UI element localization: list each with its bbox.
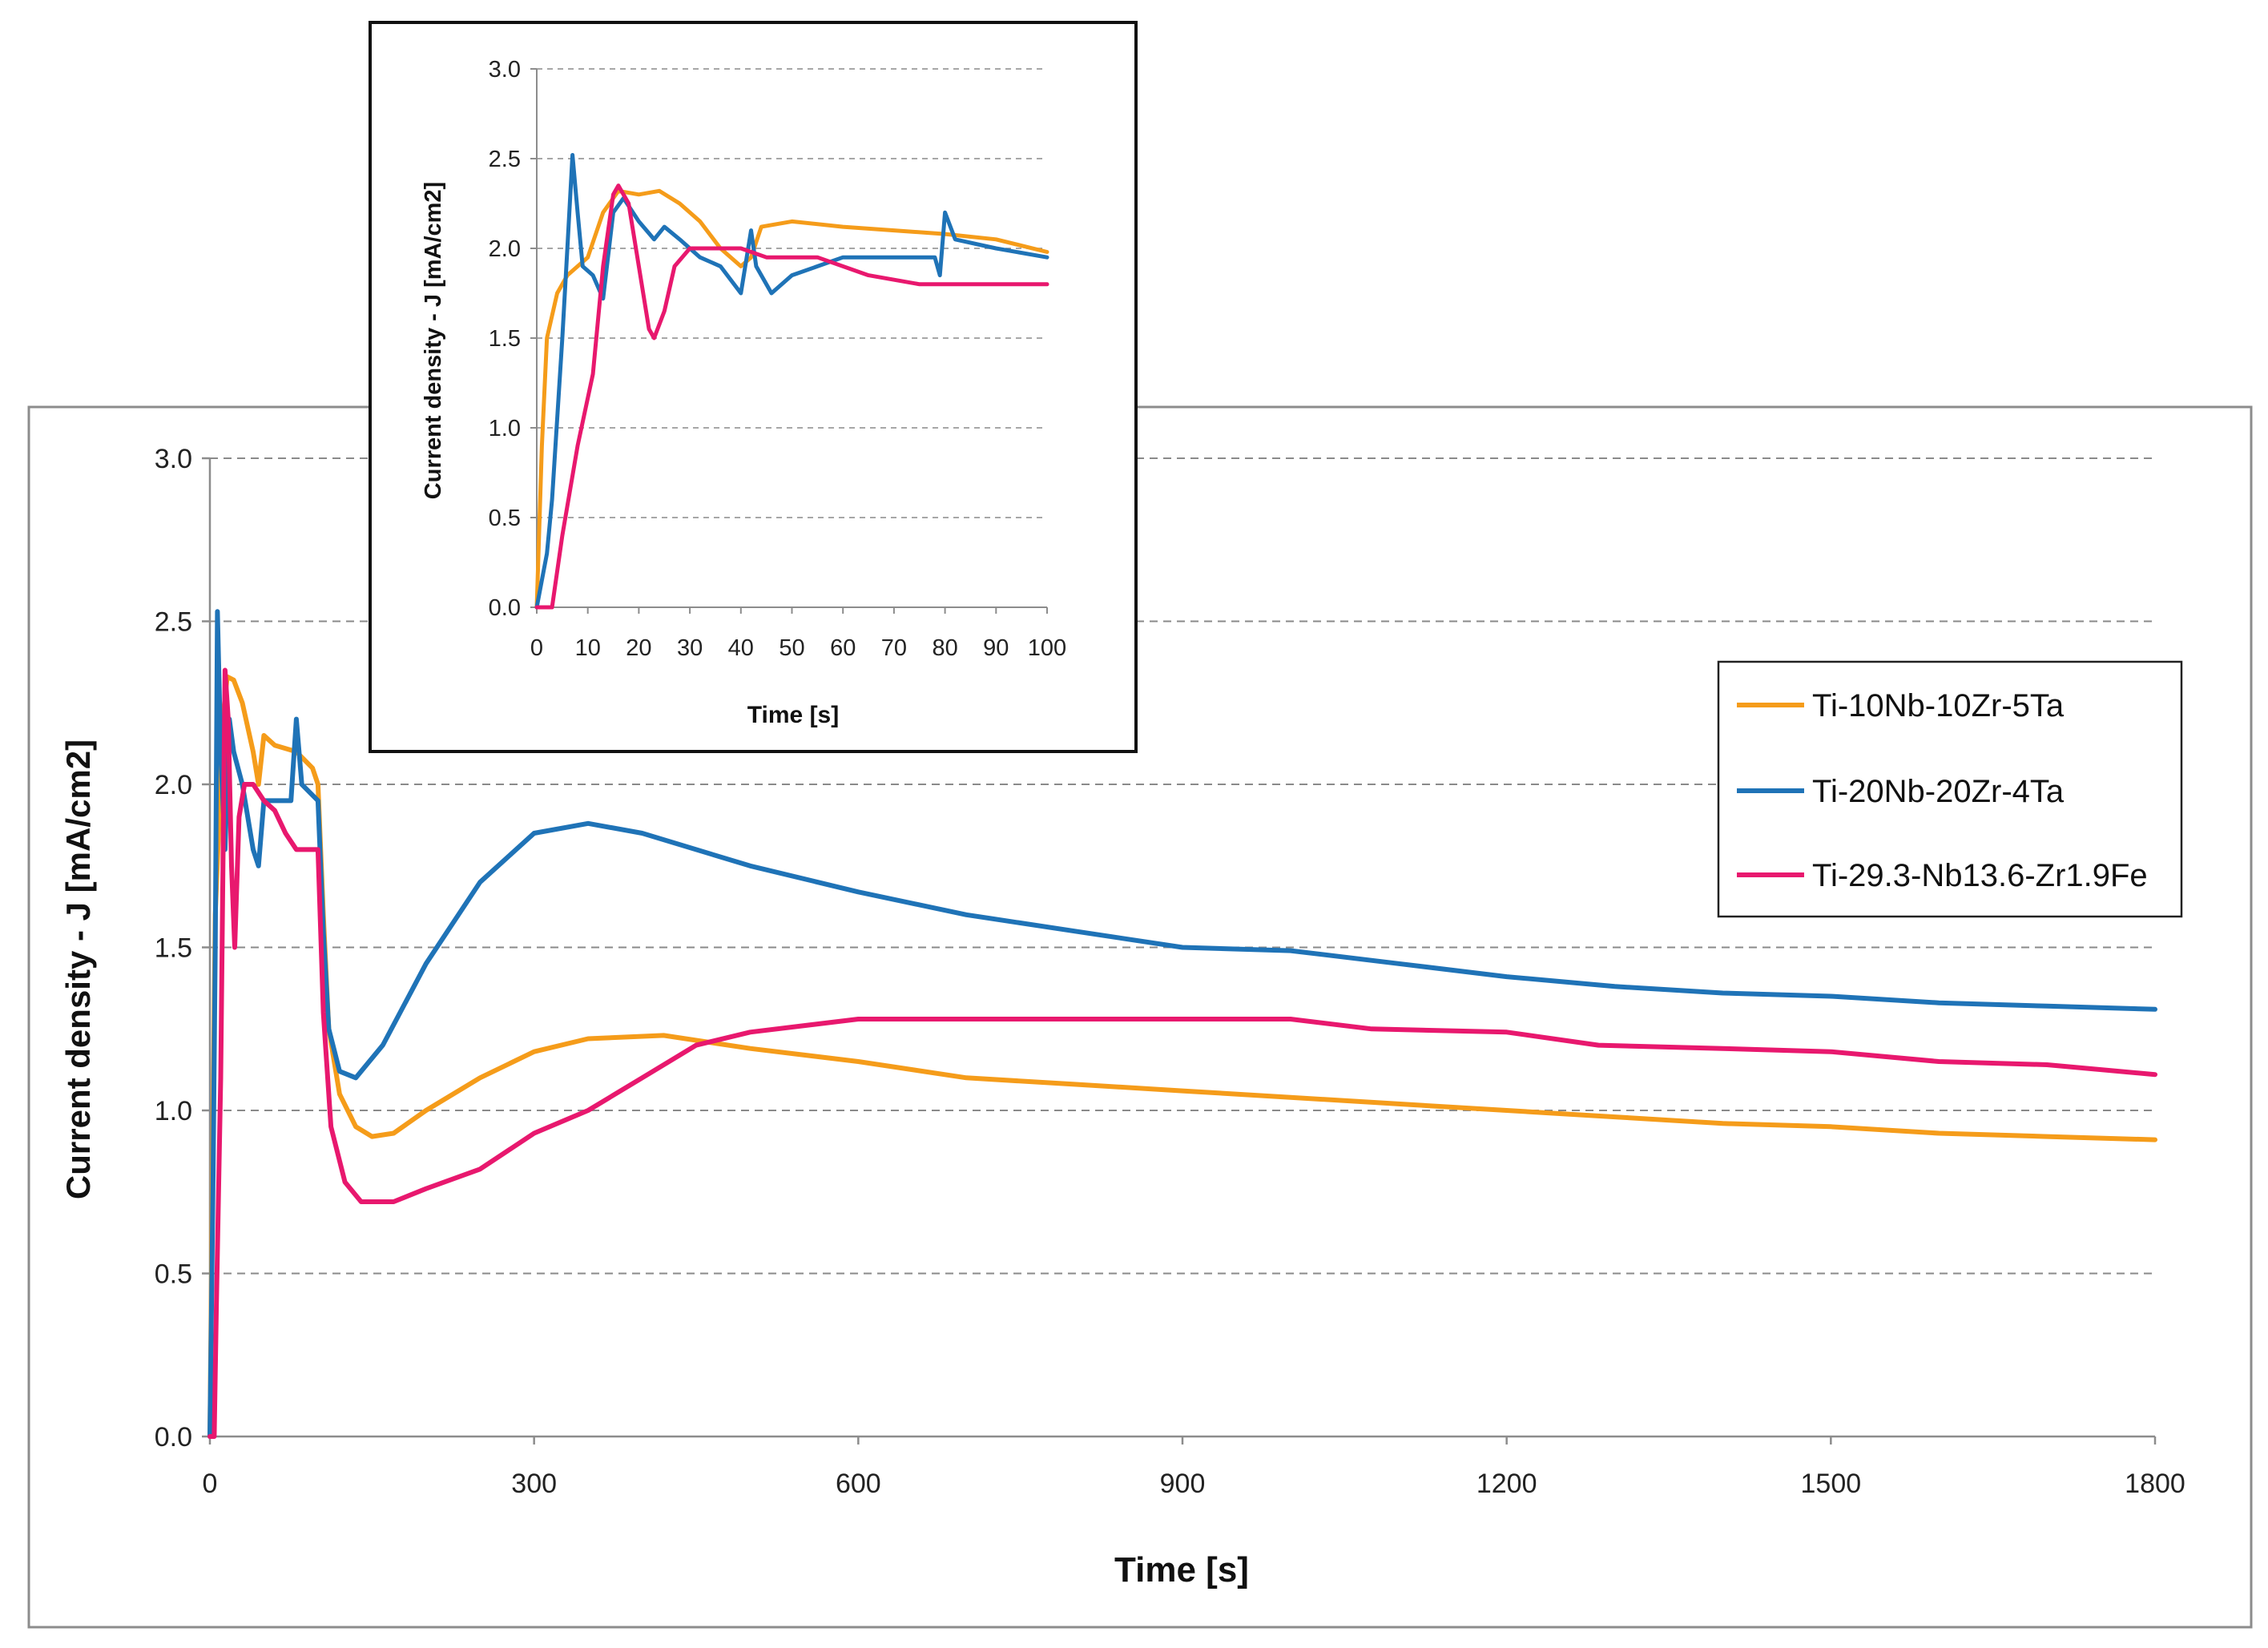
main-x-tick-label: 300 xyxy=(511,1469,557,1499)
main-tick-labels: 0.00.51.01.52.02.53.00 300 600 900 1200 1500 1… xyxy=(155,444,2185,1499)
inset-series-line-3 xyxy=(534,183,1049,610)
inset-chart-frame xyxy=(369,21,1138,753)
main-x-tick-label: 600 xyxy=(836,1469,881,1499)
main-x-tick-label: 1200 xyxy=(1476,1469,1537,1499)
inset-x-tick-label: 20 xyxy=(626,635,651,661)
main-x-tick-label: 0 xyxy=(203,1469,218,1499)
inset-y-tick-label: 1.0 xyxy=(489,416,521,441)
main-y-tick-label: 2.5 xyxy=(155,606,192,637)
main-plot: 0.00.51.01.52.02.53.00 300 600 900 1200 1500 1… xyxy=(59,444,2185,1590)
inset-gridlines xyxy=(537,68,1047,518)
main-y-axis-title: Current density - J [mA/cm2] xyxy=(59,739,97,1199)
legend: Ti-10Nb-10Zr-5Ta Ti-20Nb-20Zr-4Ta Ti-29.3-… xyxy=(1717,660,2183,918)
main-y-tick-label: 3.0 xyxy=(155,444,192,474)
inset-y-tick-label: 0.5 xyxy=(489,506,521,531)
main-y-tick-label: 1.0 xyxy=(155,1096,192,1126)
inset-x-tick-label: 40 xyxy=(728,635,754,661)
inset-x-tick-label: 30 xyxy=(677,635,703,661)
main-series-line-3 xyxy=(207,667,2157,1439)
legend-label-2: Ti-20Nb-20Zr-4Ta xyxy=(1812,774,2065,809)
main-y-tick-label: 1.5 xyxy=(155,933,192,963)
inset-series-line-1 xyxy=(534,188,1049,610)
inset-axes xyxy=(530,68,1048,614)
main-x-tick-label: 1500 xyxy=(1801,1469,1862,1499)
legend-label-3: Ti-29.3-Nb13.6-Zr1.9Fe xyxy=(1812,858,2148,893)
inset-x-axis-title: Time [s] xyxy=(747,702,839,728)
main-y-tick-label: 2.0 xyxy=(155,770,192,800)
inset-y-tick-label: 1.5 xyxy=(489,326,521,352)
main-y-tick-label: 0.5 xyxy=(155,1259,192,1289)
main-series-line-2 xyxy=(207,609,2157,1439)
inset-y-axis-title: Current density - J [mA/cm2] xyxy=(421,182,446,499)
inset-x-tick-label: 80 xyxy=(932,635,957,661)
inset-y-tick-label: 0.0 xyxy=(489,595,521,621)
inset-x-tick-label: 90 xyxy=(983,635,1009,661)
inset-x-tick-label: 100 xyxy=(1028,635,1066,661)
inset-y-tick-label: 3.0 xyxy=(489,57,521,83)
inset-tick-labels: 0.0 0.5 1.0 1.5 2.0 2.5 3.0 0 10 20 30 40 50 60 70 80 90… xyxy=(489,57,1067,661)
main-y-tick-label: 0.0 xyxy=(155,1422,192,1453)
inset-x-tick-label: 10 xyxy=(575,635,601,661)
inset-series-group xyxy=(534,153,1049,610)
main-series-group xyxy=(207,609,2157,1439)
inset-x-tick-label: 50 xyxy=(779,635,804,661)
main-x-tick-label: 900 xyxy=(1160,1469,1206,1499)
inset-chart: 0.0 0.5 1.0 1.5 2.0 2.5 3.0 0 10 20 30 40 50 60 70 80 90… xyxy=(369,21,1138,753)
inset-x-tick-label: 70 xyxy=(881,635,907,661)
main-x-tick-label: 1800 xyxy=(2125,1469,2185,1499)
legend-label-1: Ti-10Nb-10Zr-5Ta xyxy=(1812,688,2065,723)
main-series-line-1 xyxy=(207,674,2157,1439)
inset-x-tick-label: 0 xyxy=(530,635,543,661)
main-x-axis-title: Time [s] xyxy=(1114,1550,1249,1590)
inset-x-tick-label: 60 xyxy=(830,635,856,661)
inset-y-tick-label: 2.0 xyxy=(489,236,521,262)
inset-y-tick-label: 2.5 xyxy=(489,147,521,172)
